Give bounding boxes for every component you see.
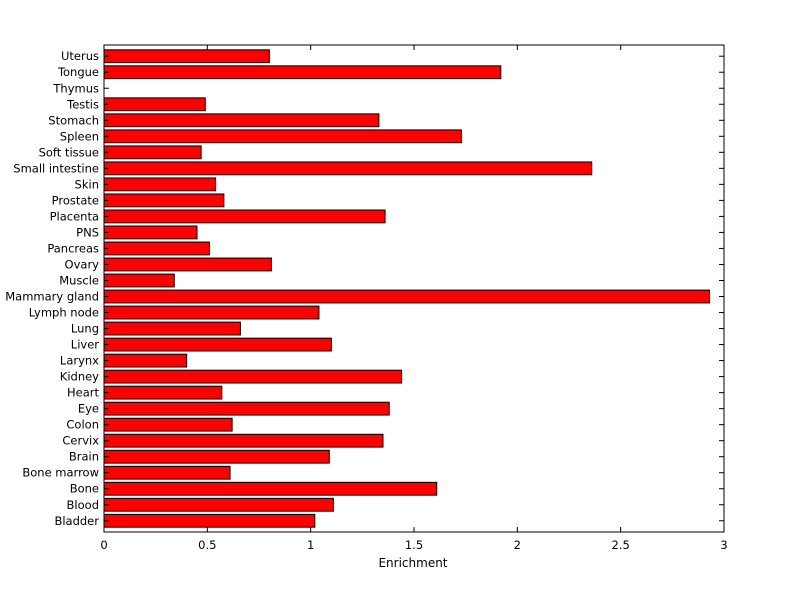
x-axis-title: Enrichment — [378, 556, 447, 570]
y-tick-label: Thymus — [52, 81, 99, 95]
y-tick-label: Kidney — [60, 370, 99, 384]
x-tick-label: 1.5 — [405, 538, 423, 552]
bar-testis — [103, 97, 206, 112]
bar-larynx — [103, 353, 188, 368]
y-tick-label: Bladder — [54, 514, 99, 528]
y-tick-label: Larynx — [60, 354, 99, 368]
y-tick-label: Prostate — [52, 193, 99, 207]
y-tick-label: Stomach — [48, 113, 99, 127]
bar-eye — [103, 401, 390, 416]
bar-tongue — [103, 65, 502, 80]
y-tick-label: Bone marrow — [22, 466, 99, 480]
bar-uterus — [103, 49, 270, 64]
bar-liver — [103, 337, 332, 352]
bar-cervix — [103, 433, 384, 448]
bar-colon — [103, 417, 233, 432]
bar-muscle — [103, 273, 175, 288]
y-tick-label: Colon — [66, 418, 99, 432]
y-tick-label: Spleen — [60, 129, 99, 143]
bar-bone-marrow — [103, 465, 231, 480]
bar-bladder — [103, 513, 316, 528]
y-tick-label: Bone — [70, 482, 99, 496]
y-tick-label: Muscle — [59, 273, 99, 287]
y-tick-label: Lung — [71, 322, 99, 336]
bar-pns — [103, 225, 198, 240]
bar-ovary — [103, 257, 272, 272]
y-tick-label: Testis — [66, 97, 99, 111]
x-tick-label: 0 — [100, 538, 107, 552]
y-tick-label: Tongue — [57, 65, 99, 79]
y-tick-label: Uterus — [61, 49, 99, 63]
y-tick-label: Cervix — [62, 434, 99, 448]
y-tick-label: Eye — [78, 402, 99, 416]
x-tick-label: 3 — [720, 538, 727, 552]
bar-brain — [103, 449, 330, 464]
bar-small-intestine — [103, 161, 593, 176]
bar-spleen — [103, 129, 463, 144]
y-tick-label: Soft tissue — [39, 145, 99, 159]
x-tick-label: 0.5 — [198, 538, 216, 552]
bar-skin — [103, 177, 217, 192]
y-tick-label: Heart — [67, 386, 99, 400]
bar-lymph-node — [103, 305, 320, 320]
y-tick-label: Ovary — [65, 257, 100, 271]
y-tick-label: Small intestine — [13, 161, 99, 175]
y-tick-label: Skin — [75, 177, 99, 191]
bar-kidney — [103, 369, 403, 384]
bar-stomach — [103, 113, 380, 128]
y-tick-label: Mammary gland — [5, 290, 99, 304]
bar-blood — [103, 497, 334, 512]
y-tick-label: PNS — [76, 225, 99, 239]
bar-heart — [103, 385, 223, 400]
bar-soft-tissue — [103, 145, 202, 160]
bar-pancreas — [103, 241, 210, 256]
bar-bone — [103, 481, 438, 496]
bar-lung — [103, 321, 241, 336]
x-tick-label: 1 — [307, 538, 314, 552]
x-tick-label: 2.5 — [612, 538, 630, 552]
bar-mammary-gland — [103, 289, 711, 304]
y-tick-label: Placenta — [50, 209, 99, 223]
y-tick-label: Pancreas — [47, 241, 99, 255]
bar-prostate — [103, 193, 225, 208]
y-tick-label: Lymph node — [29, 306, 99, 320]
x-tick-label: 2 — [514, 538, 521, 552]
y-tick-label: Blood — [67, 498, 99, 512]
y-tick-label: Brain — [69, 450, 99, 464]
y-tick-label: Liver — [71, 338, 99, 352]
bar-placenta — [103, 209, 386, 224]
